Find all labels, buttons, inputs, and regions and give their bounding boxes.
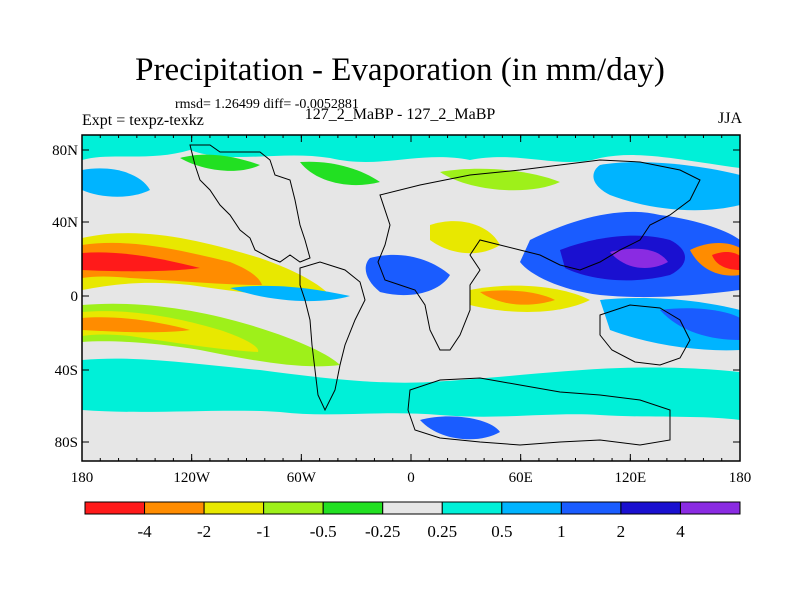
itcz-blue bbox=[230, 285, 350, 302]
colorbar-swatch bbox=[679, 501, 741, 515]
south-pacific-east-blue bbox=[660, 308, 740, 340]
colorbar: -4 -2 -1 -0.5 -0.25 0.25 0.5 1 2 4 bbox=[84, 501, 741, 541]
lat-tick-label: 0 bbox=[71, 289, 79, 305]
colorbar-label: -2 bbox=[197, 522, 211, 541]
colorbar-label: 2 bbox=[617, 522, 626, 541]
arctic-band bbox=[82, 135, 740, 168]
lon-tick-label: 0 bbox=[407, 470, 415, 486]
atlantic-green bbox=[300, 161, 380, 186]
lon-tick-label: 180 bbox=[729, 470, 752, 486]
colorbar-label: 0.5 bbox=[491, 522, 512, 541]
colorbar-swatch bbox=[620, 501, 681, 515]
arabia-yellow bbox=[430, 221, 500, 254]
colorbar-label: 0.25 bbox=[427, 522, 457, 541]
subtitle-label: 127_2_MaBP - 127_2_MaBP bbox=[304, 106, 496, 123]
colorbar-swatch bbox=[501, 501, 562, 515]
lon-tick-label: 120E bbox=[614, 470, 646, 486]
antarctic-field bbox=[82, 438, 740, 461]
africa-blue bbox=[365, 254, 450, 296]
eurasia-green bbox=[440, 168, 560, 191]
season-label: JJA bbox=[717, 110, 742, 127]
colorbar-swatch bbox=[382, 501, 443, 515]
colorbar-swatch bbox=[84, 501, 146, 515]
antarctic-blue bbox=[420, 416, 500, 440]
north-america-outline bbox=[189, 144, 311, 263]
lat-tick-label: 40S bbox=[55, 363, 78, 379]
coastlines bbox=[189, 144, 701, 446]
lon-tick-label: 60W bbox=[287, 470, 317, 486]
axis-tick-labels: 80N 40N 0 40S 80S 180 120W 60W 0 60E 120E 180 bbox=[52, 143, 751, 486]
colorbar-swatch bbox=[322, 501, 384, 515]
colorbar-swatch bbox=[263, 501, 324, 515]
lat-tick-label: 80S bbox=[55, 435, 78, 451]
pacific-red bbox=[82, 252, 200, 272]
lon-tick-label: 120W bbox=[173, 470, 211, 486]
lon-tick-label: 180 bbox=[71, 470, 94, 486]
lon-tick-label: 60E bbox=[509, 470, 533, 486]
stats-label: rmsd= 1.26499 diff= -0.0052881 bbox=[175, 97, 359, 112]
lat-tick-label: 80N bbox=[52, 143, 78, 159]
australia-outline bbox=[599, 304, 691, 366]
north-pacific-east-blue bbox=[593, 162, 740, 211]
colorbar-swatch bbox=[560, 501, 622, 515]
antarctica-outline bbox=[407, 377, 671, 446]
colorbar-swatch bbox=[441, 501, 503, 515]
contour-field bbox=[82, 135, 740, 461]
south-pacific-orange bbox=[82, 317, 190, 333]
north-pacific-blue bbox=[82, 168, 150, 197]
south-america-outline bbox=[299, 261, 366, 412]
experiment-label: Expt = texpz-texkz bbox=[82, 112, 204, 129]
africa-eurasia-outline bbox=[377, 159, 701, 351]
colorbar-label: -0.25 bbox=[365, 522, 400, 541]
colorbar-label: -0.5 bbox=[310, 522, 337, 541]
east-pacific-red bbox=[712, 252, 740, 270]
map-title: Precipitation - Evaporation (in mm/day) bbox=[135, 52, 665, 88]
colorbar-label: 1 bbox=[557, 522, 566, 541]
arctic-green bbox=[180, 154, 260, 171]
colorbar-swatch bbox=[203, 501, 265, 515]
colorbar-label: 4 bbox=[676, 522, 685, 541]
colorbar-swatch bbox=[144, 501, 205, 515]
colorbar-label: -4 bbox=[137, 522, 152, 541]
monsoon-purple bbox=[610, 248, 668, 268]
axis-ticks bbox=[81, 135, 741, 461]
lat-tick-label: 40N bbox=[52, 215, 78, 231]
colorbar-label: -1 bbox=[257, 522, 271, 541]
south-atlantic-orange bbox=[480, 290, 555, 305]
